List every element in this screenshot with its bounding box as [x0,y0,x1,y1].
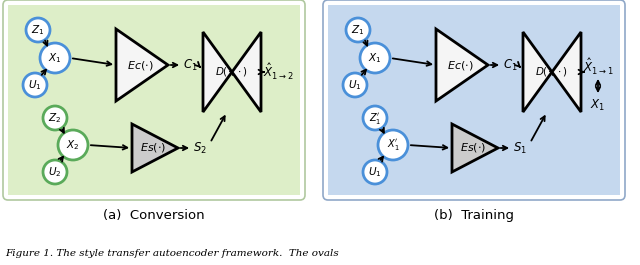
Text: Figure 1. The style transfer autoencoder framework.  The ovals: Figure 1. The style transfer autoencoder… [5,249,339,258]
Circle shape [40,43,70,73]
Polygon shape [132,124,178,172]
Circle shape [346,18,370,42]
Circle shape [363,106,387,130]
Text: $Es(\cdot)$: $Es(\cdot)$ [140,142,166,154]
Circle shape [58,130,88,160]
Text: $C_1$: $C_1$ [502,58,517,73]
Polygon shape [232,32,261,112]
Text: $U_1$: $U_1$ [348,78,362,92]
Text: $C_1$: $C_1$ [182,58,197,73]
Circle shape [343,73,367,97]
Text: $D(\cdot,\cdot)$: $D(\cdot,\cdot)$ [536,65,568,78]
Polygon shape [523,32,552,112]
Polygon shape [436,29,488,101]
Text: $Z_2$: $Z_2$ [49,111,61,125]
Text: $S_1$: $S_1$ [513,140,527,156]
Text: (a)  Conversion: (a) Conversion [103,209,205,222]
Text: $U_1$: $U_1$ [28,78,42,92]
Text: $Ec(\cdot)$: $Ec(\cdot)$ [447,59,473,72]
FancyBboxPatch shape [8,5,300,195]
Text: $X_1$: $X_1$ [48,51,62,65]
Polygon shape [452,124,498,172]
Circle shape [363,160,387,184]
Text: $X_1$: $X_1$ [591,98,605,113]
Circle shape [360,43,390,73]
Text: $X_2$: $X_2$ [67,138,80,152]
Text: $Z_1'$: $Z_1'$ [369,111,381,126]
Text: $X_1$: $X_1$ [368,51,382,65]
Circle shape [378,130,408,160]
Text: $U_2$: $U_2$ [48,165,61,179]
Text: (b)  Training: (b) Training [434,209,514,222]
FancyBboxPatch shape [328,5,620,195]
Circle shape [43,106,67,130]
Text: $Ec(\cdot)$: $Ec(\cdot)$ [127,59,153,72]
Polygon shape [203,32,232,112]
Text: $Es(\cdot)$: $Es(\cdot)$ [460,142,486,154]
Text: $X_1'$: $X_1'$ [387,138,399,152]
Circle shape [43,160,67,184]
Text: $Z_1$: $Z_1$ [351,23,365,37]
Polygon shape [116,29,168,101]
Text: $D(\cdot,\cdot)$: $D(\cdot,\cdot)$ [216,65,248,78]
Circle shape [23,73,47,97]
Circle shape [26,18,50,42]
Text: $Z_1$: $Z_1$ [31,23,45,37]
Text: $S_2$: $S_2$ [193,140,207,156]
Text: $\hat{X}_{1\rightarrow 1}$: $\hat{X}_{1\rightarrow 1}$ [583,57,613,77]
Text: $U_1$: $U_1$ [368,165,382,179]
Polygon shape [552,32,581,112]
Text: $\hat{X}_{1\rightarrow 2}$: $\hat{X}_{1\rightarrow 2}$ [263,62,293,82]
